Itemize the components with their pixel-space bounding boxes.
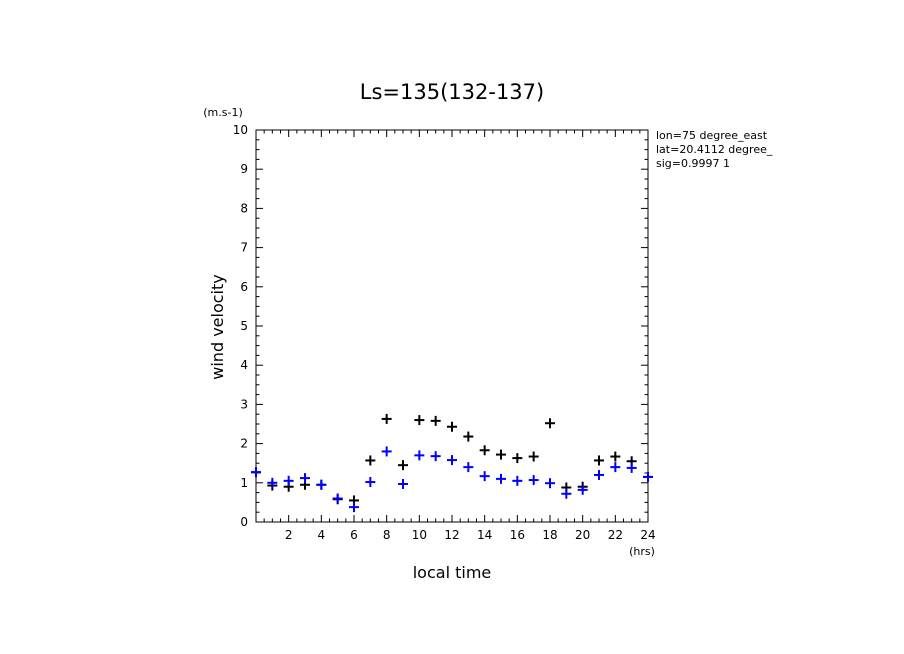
data-point-series-1 [463,431,474,442]
data-point-series-2 [430,451,441,462]
axis-ticks [255,129,649,523]
info-sig: sig=0.9997 1 [656,157,730,170]
x-tick-label: 14 [477,528,492,542]
y-tick-label: 0 [240,515,248,529]
data-point-series-2 [365,477,376,488]
data-point-series-2 [332,493,343,504]
data-point-series-1 [545,418,555,429]
x-tick-label: 4 [318,528,326,542]
data-point-series-2 [300,473,310,484]
data-point-series-2 [561,488,572,499]
y-tick-label: 9 [240,162,248,176]
data-point-series-2 [349,502,359,513]
y-tick-label: 4 [240,358,248,372]
data-point-series-2 [512,475,523,486]
data-point-series-2 [479,471,490,482]
info-lat: lat=20.4112 degree_ [656,143,773,156]
y-tick-label: 1 [240,476,248,490]
data-point-series-1 [610,451,621,462]
y-tick-label: 10 [233,123,248,137]
data-point-series-1 [528,451,539,462]
data-point-series-2 [496,473,506,484]
data-point-series-1 [496,449,506,460]
x-tick-label: 16 [510,528,525,542]
data-point-series-1 [381,413,392,424]
x-tick-label: 2 [285,528,293,542]
data-point-series-2 [463,462,474,473]
y-tick-label: 7 [240,241,248,255]
data-point-series-2 [398,478,408,489]
data-point-series-2 [610,462,621,473]
data-marks [251,413,653,513]
y-tick-label: 8 [240,201,248,215]
data-point-series-2 [626,462,637,473]
data-point-series-1 [414,415,425,426]
data-point-series-1 [512,453,523,464]
data-point-series-1 [447,421,457,432]
y-tick-label: 2 [240,437,248,451]
data-point-series-2 [447,455,457,466]
data-point-series-1 [430,415,441,426]
chart-title: Ls=135(132-137) [360,80,544,104]
x-tick-label: 10 [412,528,427,542]
x-tick-label: 18 [542,528,557,542]
data-point-series-2 [577,484,588,495]
data-point-series-1 [398,460,408,471]
x-axis-label: local time [413,563,492,582]
data-point-series-2 [528,475,539,486]
x-tick-label: 24 [640,528,655,542]
data-point-series-2 [267,477,278,488]
data-point-series-2 [594,469,604,480]
data-point-series-2 [381,446,392,457]
data-point-series-1 [365,455,376,466]
y-tick-label: 5 [240,319,248,333]
data-point-series-1 [594,455,604,466]
data-point-series-2 [283,475,294,486]
data-point-series-2 [251,467,261,478]
data-point-series-2 [545,478,555,489]
y-tick-label: 6 [240,280,248,294]
data-point-series-2 [643,471,653,482]
x-axis-unit: (hrs) [629,545,655,558]
x-tick-label: 8 [383,528,391,542]
data-point-series-2 [414,450,425,461]
data-point-series-2 [316,479,327,490]
y-axis-label: wind velocity [208,274,227,379]
y-tick-label: 3 [240,397,248,411]
data-point-series-1 [479,445,490,456]
x-tick-label: 22 [608,528,623,542]
x-tick-label: 6 [350,528,358,542]
y-axis-unit: (m.s-1) [203,106,243,119]
x-tick-label: 20 [575,528,590,542]
info-lon: lon=75 degree_east [656,129,768,142]
x-tick-label: 12 [444,528,459,542]
